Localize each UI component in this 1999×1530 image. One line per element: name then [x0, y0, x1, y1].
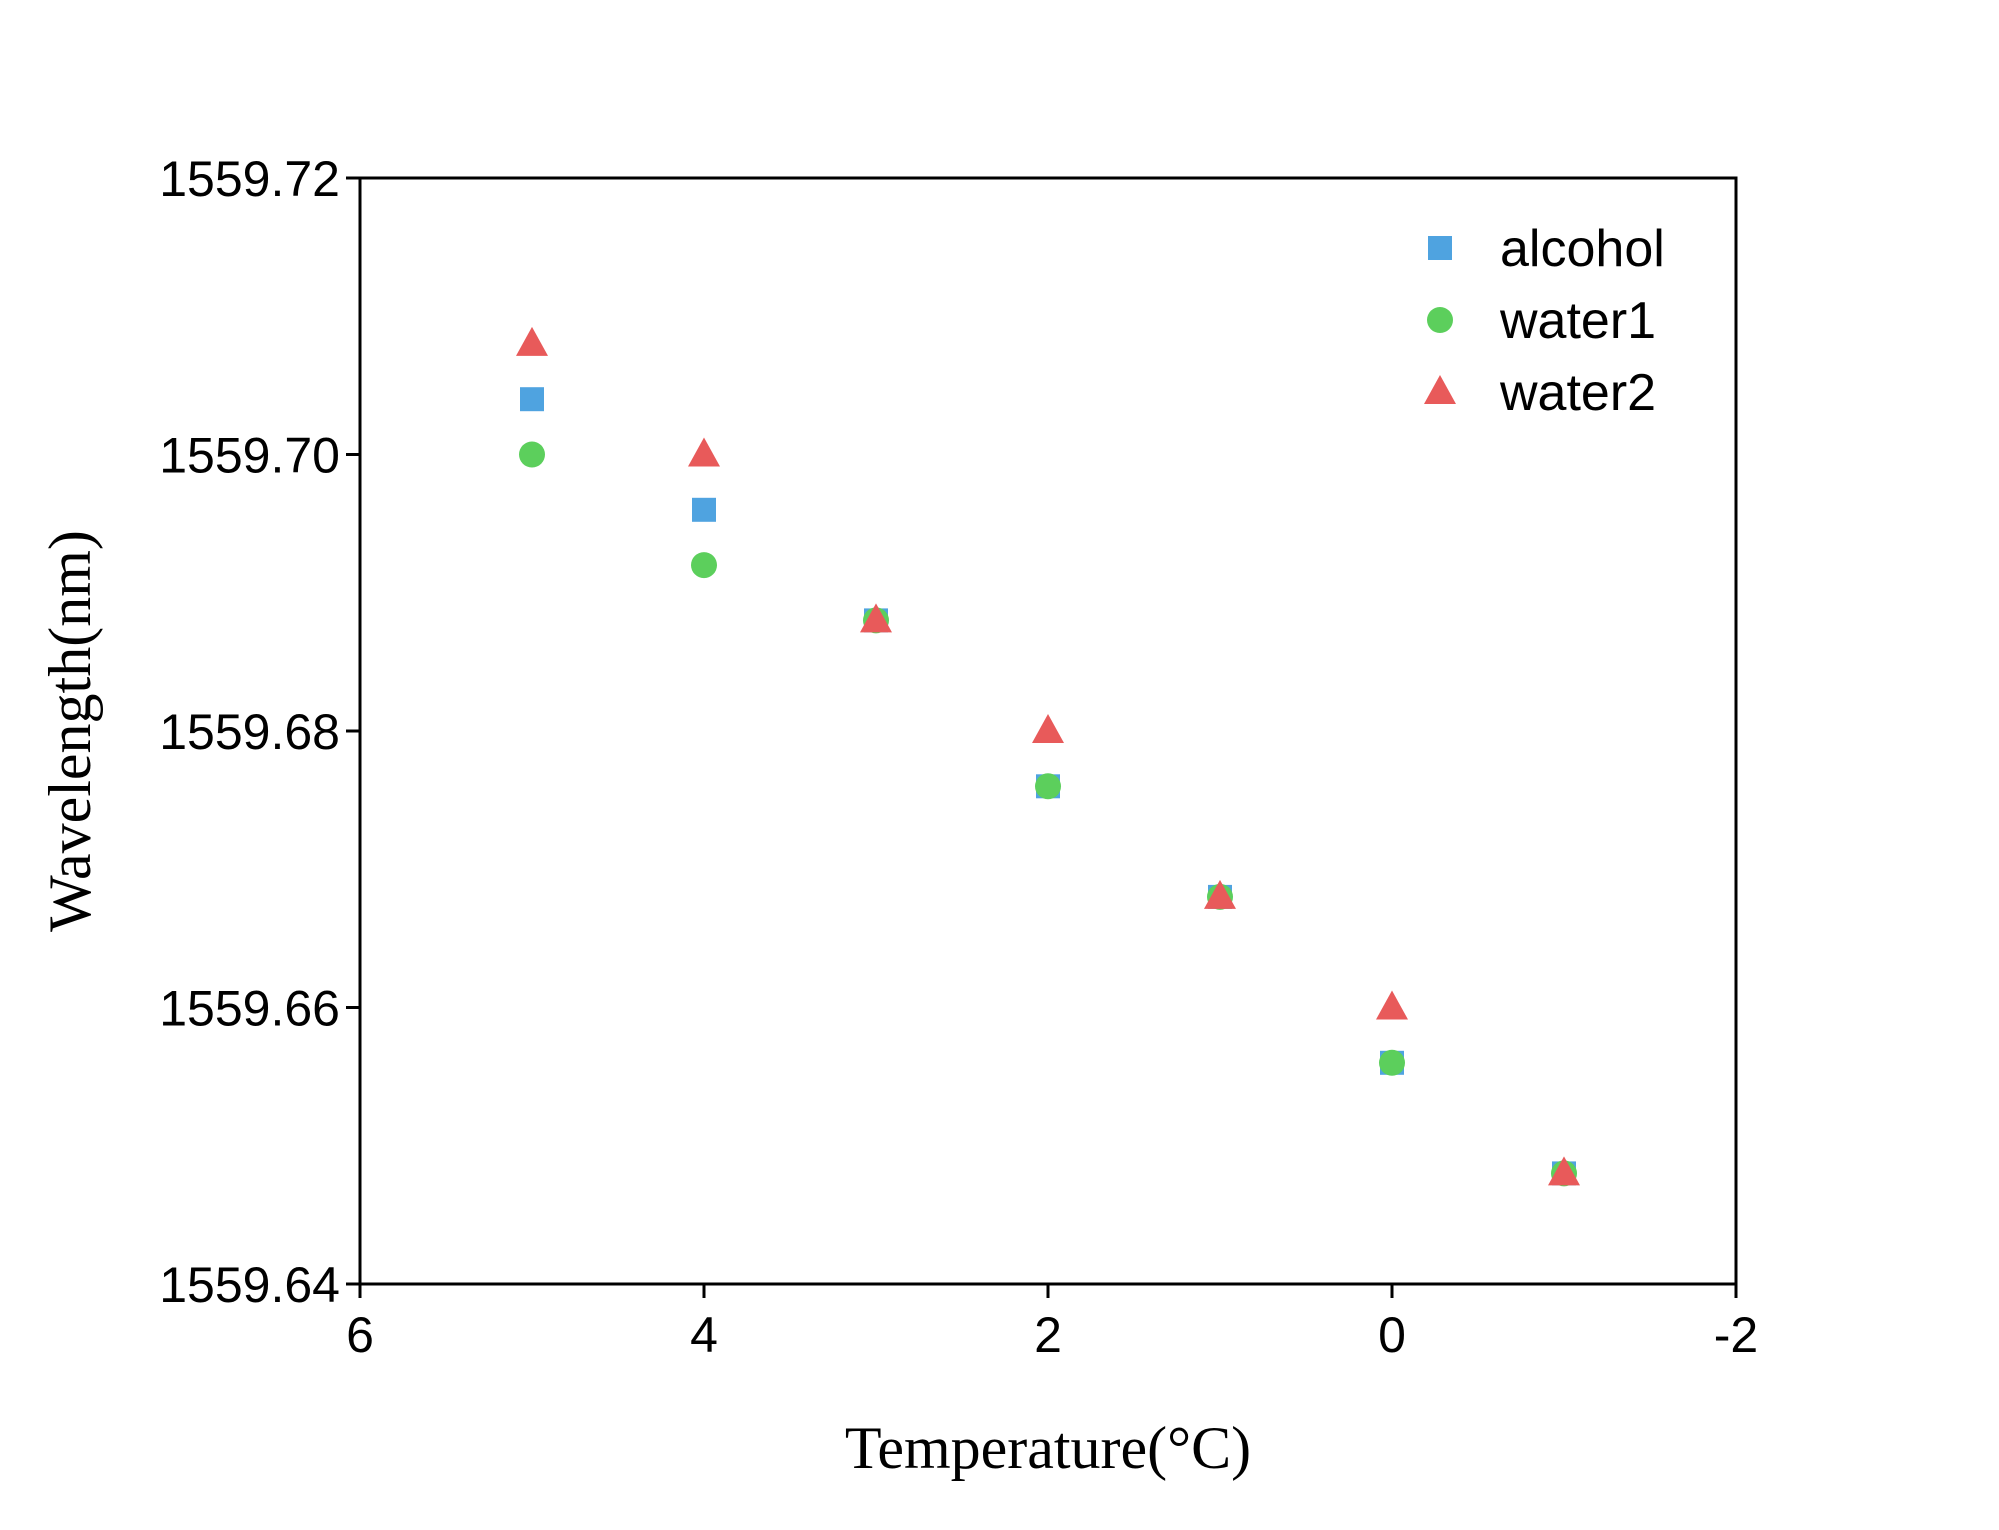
- water1-point: [519, 441, 545, 468]
- x-tick-label: 0: [1378, 1307, 1406, 1363]
- water2-point: [688, 437, 720, 467]
- water1-point: [691, 552, 717, 579]
- alcohol-point: [692, 497, 716, 522]
- data-points: [516, 326, 1580, 1187]
- x-tick-label: 6: [346, 1307, 374, 1363]
- legend-water1-marker: [1427, 307, 1453, 333]
- y-tick-label: 1559.64: [159, 1257, 340, 1313]
- water2-point: [516, 326, 548, 356]
- x-tick-label: 2: [1034, 1307, 1062, 1363]
- water2-point: [1204, 879, 1236, 909]
- legend-alcohol-label: alcohol: [1500, 220, 1665, 278]
- series-water1: [519, 441, 1577, 1187]
- water2-point: [1548, 1156, 1580, 1186]
- water1-point: [1379, 1049, 1405, 1076]
- series-water2: [516, 326, 1580, 1186]
- y-tick-label: 1559.68: [159, 704, 340, 760]
- legend-water2-marker: [1424, 375, 1456, 404]
- y-tick-label: 1559.66: [159, 981, 340, 1037]
- x-tick-label: -2: [1714, 1307, 1758, 1363]
- axis-ticks: 6 4 2 0 -2 1559.64 1559.66 1559.68 1559.70 1559.7…: [159, 151, 1758, 1363]
- legend: alcohol water1 water2: [1424, 220, 1665, 422]
- x-axis-title: Temperature(°C): [845, 1415, 1251, 1481]
- water2-point: [1376, 990, 1408, 1020]
- water1-point: [1035, 773, 1061, 800]
- water2-point: [1032, 714, 1064, 743]
- legend-water1-label: water1: [1499, 292, 1656, 350]
- x-tick-label: 4: [690, 1307, 718, 1363]
- y-tick-label: 1559.72: [159, 151, 340, 207]
- water2-point: [860, 603, 892, 633]
- y-axis-title: Wavelength(nm): [37, 530, 103, 932]
- legend-water2-label: water2: [1499, 364, 1656, 422]
- y-tick-label: 1559.70: [159, 428, 340, 484]
- legend-alcohol-marker: [1428, 236, 1452, 260]
- alcohol-point: [520, 387, 544, 412]
